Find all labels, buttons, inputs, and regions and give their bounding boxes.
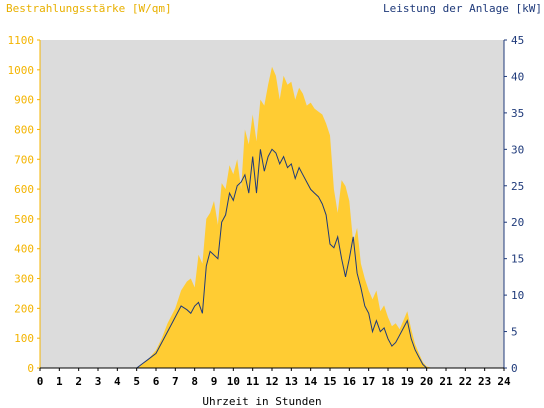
irradiance-area — [40, 66, 504, 369]
left-tick-label: 1100 — [8, 34, 35, 47]
right-tick-label: 40 — [511, 70, 524, 83]
x-axis-title: Uhrzeit in Stunden — [202, 395, 321, 408]
x-tick-label: 10 — [227, 375, 240, 388]
right-tick-label: 30 — [511, 143, 524, 156]
right-tick-label: 5 — [511, 326, 518, 339]
left-tick-label: 400 — [14, 243, 34, 256]
left-tick-label: 200 — [14, 302, 34, 315]
right-axis-title: Leistung der Anlage [kW] — [383, 2, 542, 15]
left-tick-label: 500 — [14, 213, 34, 226]
left-axis-title: Bestrahlungsstärke [W/qm] — [6, 2, 172, 15]
x-tick-label: 21 — [439, 375, 453, 388]
left-tick-label: 0 — [27, 362, 34, 375]
right-tick-label: 15 — [511, 253, 524, 266]
right-tick-label: 0 — [511, 362, 518, 375]
power-line — [40, 148, 504, 369]
x-tick-label: 18 — [381, 375, 394, 388]
left-tick-label: 900 — [14, 94, 34, 107]
x-tick-label: 22 — [459, 375, 472, 388]
x-tick-label: 2 — [75, 375, 82, 388]
x-tick-label: 13 — [285, 375, 298, 388]
left-tick-label: 100 — [14, 332, 34, 345]
left-tick-label: 600 — [14, 183, 34, 196]
x-tick-label: 24 — [497, 375, 511, 388]
right-tick-label: 45 — [511, 34, 524, 47]
x-tick-label: 7 — [172, 375, 179, 388]
x-tick-label: 1 — [56, 375, 63, 388]
x-tick-label: 11 — [246, 375, 260, 388]
x-tick-label: 0 — [37, 375, 44, 388]
right-tick-label: 20 — [511, 216, 524, 229]
x-tick-label: 23 — [478, 375, 491, 388]
right-tick-label: 25 — [511, 180, 524, 193]
x-tick-label: 12 — [265, 375, 278, 388]
x-tick-label: 16 — [343, 375, 357, 388]
x-tick-label: 3 — [95, 375, 102, 388]
x-tick-label: 9 — [211, 375, 218, 388]
x-tick-label: 19 — [401, 375, 414, 388]
x-tick-label: 6 — [153, 375, 160, 388]
x-tick-label: 4 — [114, 375, 121, 388]
right-tick-label: 10 — [511, 289, 524, 302]
left-tick-label: 300 — [14, 273, 34, 286]
x-tick-label: 8 — [191, 375, 198, 388]
left-tick-label: 1000 — [8, 64, 35, 77]
x-tick-label: 15 — [323, 375, 336, 388]
right-tick-label: 35 — [511, 107, 524, 120]
x-tick-label: 14 — [304, 375, 318, 388]
x-tick-label: 5 — [133, 375, 140, 388]
left-tick-label: 800 — [14, 123, 34, 136]
x-tick-label: 17 — [362, 375, 375, 388]
left-tick-label: 700 — [14, 153, 34, 166]
x-tick-label: 20 — [420, 375, 433, 388]
